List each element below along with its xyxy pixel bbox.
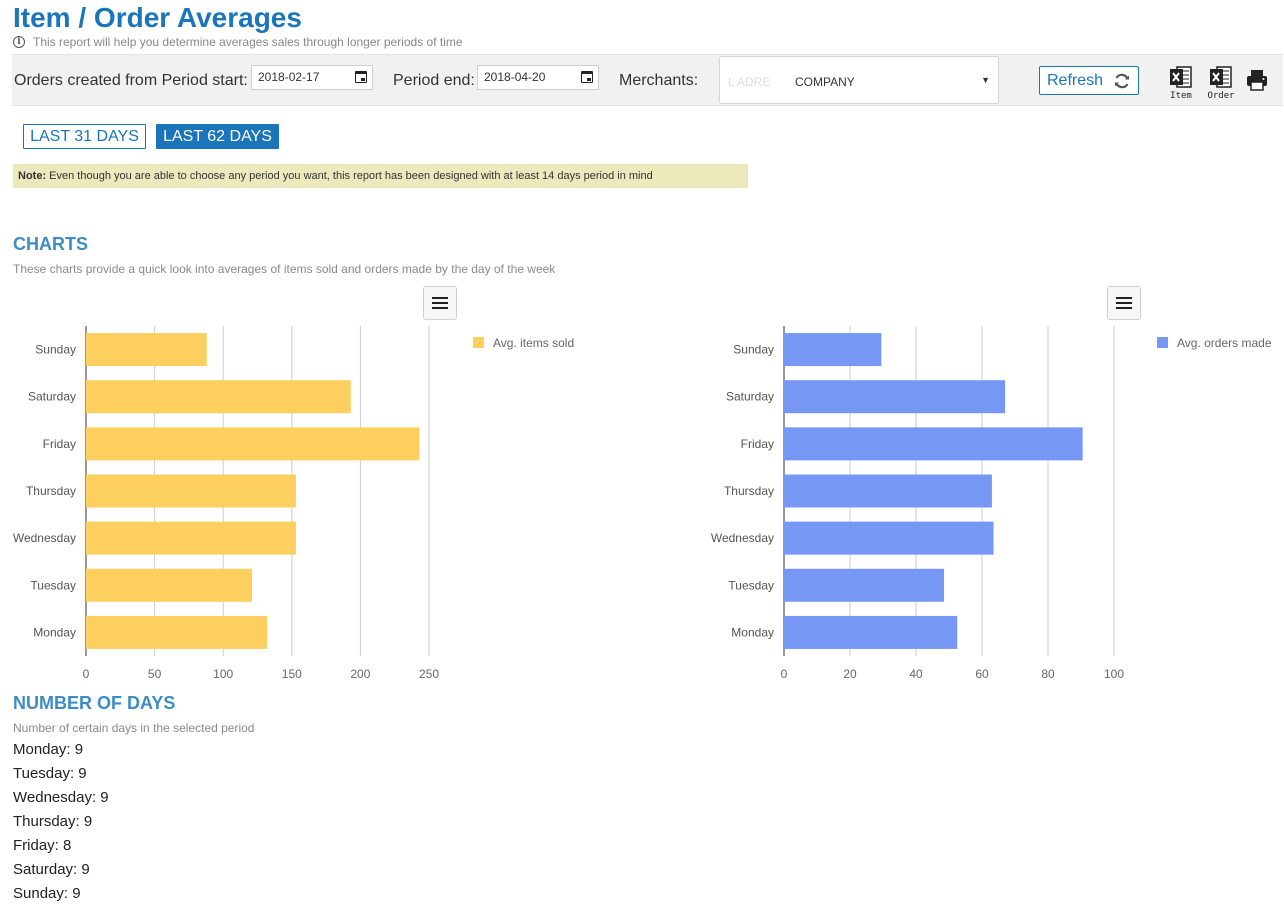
export-order-excel-button[interactable]: Order xyxy=(1206,65,1236,101)
day-count-sunday: Sunday: 9 xyxy=(13,885,81,902)
note-prefix: Note: xyxy=(18,170,47,182)
merchant-selected-value: COMPANY xyxy=(795,75,855,89)
bar xyxy=(86,474,296,508)
hamburger-icon xyxy=(1116,297,1132,299)
merchant-obscured-text: L ADRE xyxy=(728,75,771,89)
day-count-monday: Monday: 9 xyxy=(13,741,84,758)
page-title: Item / Order Averages xyxy=(13,2,302,33)
category-label: Wednesday xyxy=(13,531,76,545)
export-item-excel-button[interactable]: Item xyxy=(1166,65,1196,101)
merchants-label: Merchants: xyxy=(619,72,699,89)
subtitle-text: This report will help you determine aver… xyxy=(33,35,463,49)
charts-heading: CHARTS xyxy=(13,234,88,254)
x-tick-label: 150 xyxy=(282,667,302,681)
filter-toolbar: Orders created from Period start: 2018-0… xyxy=(12,54,1283,106)
day-count-thursday: Thursday: 9 xyxy=(13,813,93,830)
day-count-wednesday: Wednesday: 9 xyxy=(13,789,109,806)
x-tick-label: 200 xyxy=(350,667,370,681)
period-start-label: Orders created from Period start: xyxy=(14,72,248,89)
bar xyxy=(86,615,268,649)
note-text: Even though you are able to choose any p… xyxy=(49,170,653,182)
refresh-label: Refresh xyxy=(1046,71,1104,89)
category-label: Friday xyxy=(43,437,76,451)
calendar-icon[interactable] xyxy=(581,71,593,83)
legend-label: Avg. items sold xyxy=(493,336,574,350)
period-start-value: 2018-02-17 xyxy=(258,70,320,84)
x-tick-label: 100 xyxy=(213,667,233,681)
excel-icon xyxy=(1210,66,1232,88)
excel-icon xyxy=(1170,66,1192,88)
category-label: Sunday xyxy=(35,343,76,357)
bar xyxy=(86,380,351,414)
bar xyxy=(86,568,253,602)
info-icon: i xyxy=(13,36,25,48)
day-count-saturday: Saturday: 9 xyxy=(13,861,90,878)
calendar-icon[interactable] xyxy=(355,71,367,83)
category-label: Tuesday xyxy=(30,578,76,592)
refresh-button[interactable]: Refresh xyxy=(1039,66,1139,95)
chart-menu-button[interactable] xyxy=(1107,286,1141,320)
category-label: Saturday xyxy=(28,390,76,404)
bar xyxy=(86,521,296,555)
period-note: Note: Even though you are able to choose… xyxy=(13,164,748,188)
category-label: Monday xyxy=(33,625,76,639)
period-end-label: Period end: xyxy=(393,72,475,89)
hamburger-icon xyxy=(432,297,448,299)
category-label: Thursday xyxy=(26,484,76,498)
refresh-icon xyxy=(1115,73,1130,88)
print-icon[interactable] xyxy=(1245,68,1269,92)
bar xyxy=(86,333,207,367)
export-order-caption: Order xyxy=(1207,91,1235,101)
export-item-caption: Item xyxy=(1170,91,1192,101)
bar xyxy=(86,427,420,461)
x-tick-label: 250 xyxy=(419,667,439,681)
caret-down-icon: ▼ xyxy=(981,75,990,85)
period-start-input[interactable]: 2018-02-17 xyxy=(251,65,373,90)
last-62-days-button[interactable]: LAST 62 DAYS xyxy=(156,124,279,149)
days-subheading: Number of certain days in the selected p… xyxy=(13,721,255,735)
day-count-friday: Friday: 8 xyxy=(13,837,72,854)
period-end-value: 2018-04-20 xyxy=(484,70,546,84)
last-31-days-button[interactable]: LAST 31 DAYS xyxy=(23,124,146,149)
chart-menu-button[interactable] xyxy=(423,286,457,320)
legend-swatch xyxy=(473,337,484,348)
period-end-input[interactable]: 2018-04-20 xyxy=(477,65,599,90)
day-count-tuesday: Tuesday: 9 xyxy=(13,765,87,782)
x-tick-label: 50 xyxy=(148,667,162,681)
page-subtitle: i This report will help you determine av… xyxy=(13,35,463,49)
charts-subheading: These charts provide a quick look into a… xyxy=(13,262,556,276)
x-tick-label: 0 xyxy=(83,667,90,681)
days-heading: NUMBER OF DAYS xyxy=(13,693,176,713)
merchants-select[interactable]: L ADRE COMPANY ▼ xyxy=(719,56,999,104)
